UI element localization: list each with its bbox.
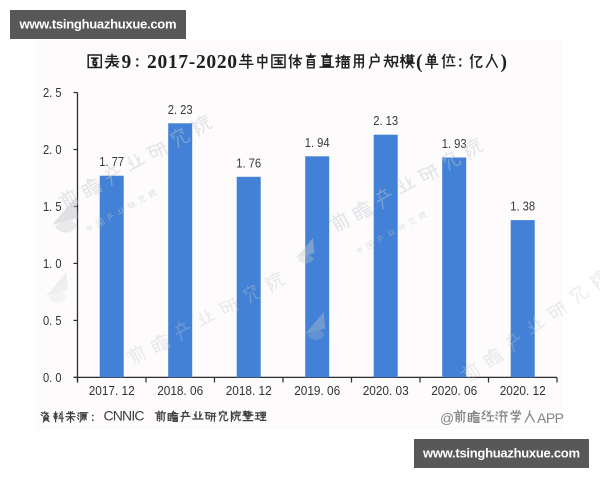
svg-text:1. 5: 1. 5 — [43, 199, 62, 214]
svg-text:1. 77: 1. 77 — [99, 154, 124, 169]
svg-text:CNNIC: CNNIC — [104, 408, 145, 424]
svg-text:0. 0: 0. 0 — [43, 370, 62, 385]
svg-text:2. 13: 2. 13 — [373, 113, 398, 128]
svg-text:0. 5: 0. 5 — [43, 313, 62, 328]
svg-text:2017-2020: 2017-2020 — [147, 52, 237, 73]
svg-text:1. 94: 1. 94 — [305, 135, 330, 150]
svg-text:2. 5: 2. 5 — [43, 85, 62, 100]
svg-text:2018. 06: 2018. 06 — [157, 383, 203, 398]
svg-text:APP: APP — [537, 410, 564, 426]
svg-text:2020. 06: 2020. 06 — [431, 383, 477, 398]
svg-text:2017. 12: 2017. 12 — [89, 383, 135, 398]
svg-text:2019. 06: 2019. 06 — [294, 383, 340, 398]
svg-text:www.tsinghuazhuxue.com: www.tsinghuazhuxue.com — [422, 445, 580, 460]
svg-text:1. 0: 1. 0 — [43, 256, 62, 271]
svg-text:): ) — [501, 52, 508, 73]
svg-text:1. 76: 1. 76 — [236, 155, 261, 170]
svg-text:www.tsinghuazhuxue.com: www.tsinghuazhuxue.com — [19, 16, 177, 31]
svg-text:2018. 12: 2018. 12 — [226, 383, 272, 398]
svg-text:1. 93: 1. 93 — [442, 136, 467, 151]
svg-text:2020. 03: 2020. 03 — [363, 383, 409, 398]
svg-text:@: @ — [440, 410, 454, 426]
svg-text:9: 9 — [122, 52, 132, 73]
svg-text:2020. 12: 2020. 12 — [500, 383, 546, 398]
svg-text:2. 23: 2. 23 — [168, 102, 193, 117]
svg-text:(: ( — [416, 52, 423, 73]
svg-text:1. 38: 1. 38 — [510, 199, 535, 214]
svg-text:2. 0: 2. 0 — [43, 142, 62, 157]
